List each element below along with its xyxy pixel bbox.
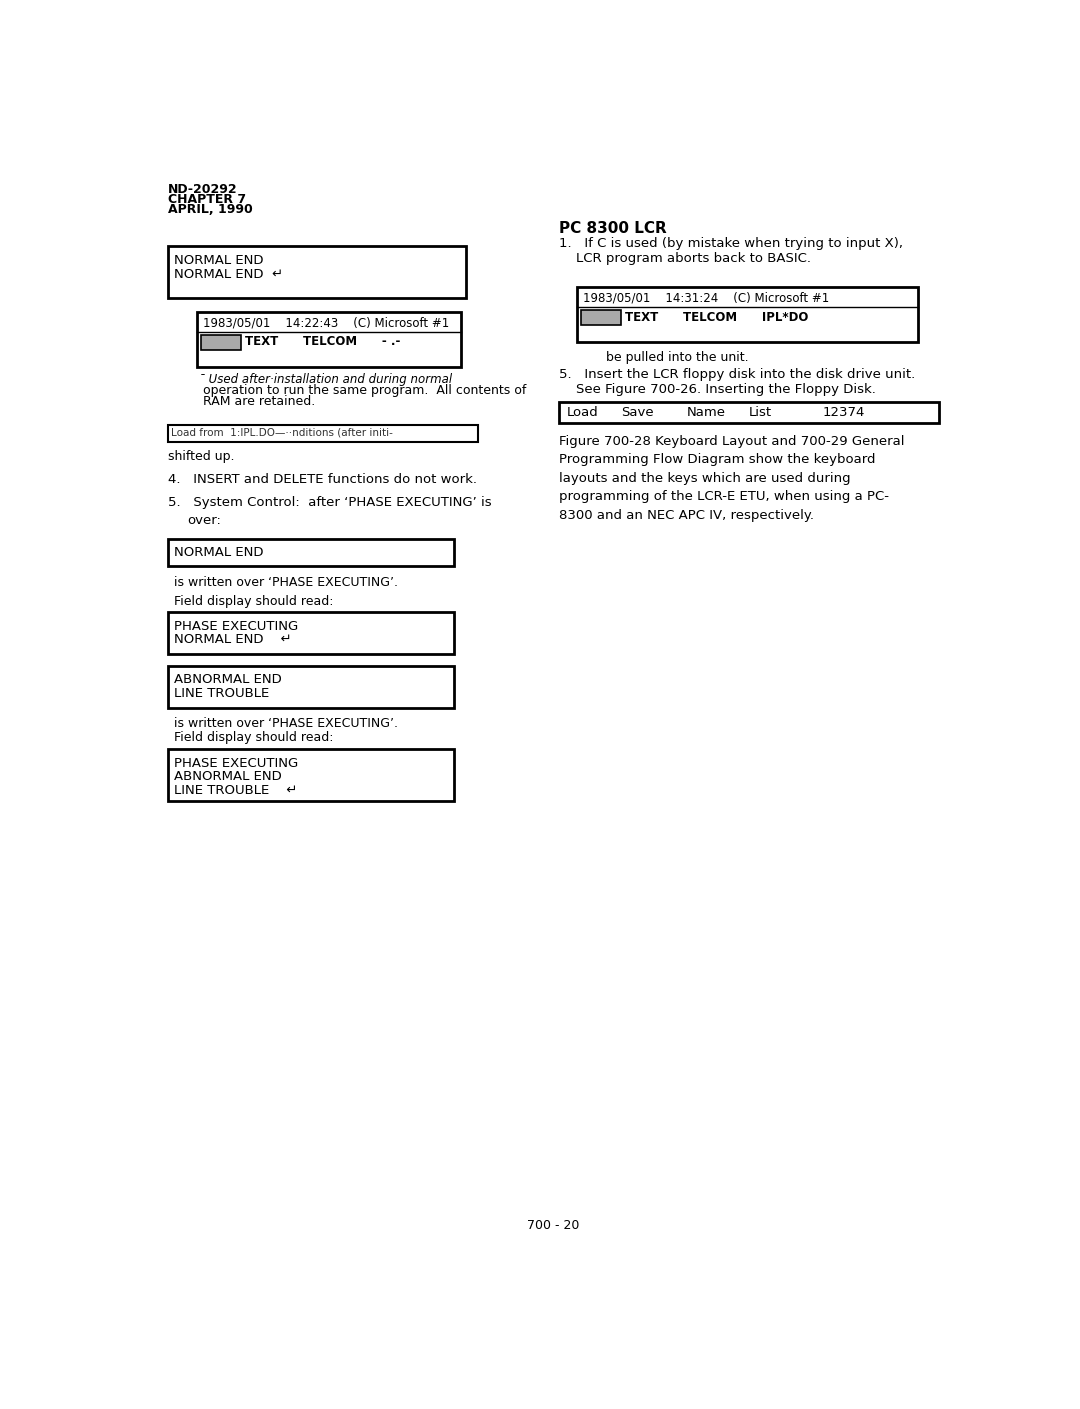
- Text: PC 8300 LCR: PC 8300 LCR: [559, 221, 666, 237]
- Text: NORMAL END: NORMAL END: [174, 545, 264, 558]
- Text: PHASE EXECUTING: PHASE EXECUTING: [174, 757, 298, 769]
- Text: ND-20292: ND-20292: [167, 183, 238, 196]
- Text: NORMAL END: NORMAL END: [174, 254, 264, 266]
- Text: is written over ‘PHASE EXECUTING’.: is written over ‘PHASE EXECUTING’.: [174, 717, 397, 730]
- Bar: [559, 402, 939, 423]
- Text: TEXT      TELCOM      IPL*DO: TEXT TELCOM IPL*DO: [625, 311, 808, 324]
- Bar: [577, 287, 918, 342]
- Text: be pulled into the unit.: be pulled into the unit.: [606, 351, 748, 364]
- Text: LCR program aborts back to BASIC.: LCR program aborts back to BASIC.: [576, 252, 811, 265]
- Text: 5.   System Control:  after ‘PHASE EXECUTING’ is: 5. System Control: after ‘PHASE EXECUTIN…: [167, 496, 491, 509]
- Text: 1983/05/01    14:22:43    (C) Microsoft #1: 1983/05/01 14:22:43 (C) Microsoft #1: [203, 316, 449, 330]
- Text: Load from  1:IPL.DO—··nditions (after initi-: Load from 1:IPL.DO—··nditions (after ini…: [171, 428, 392, 438]
- Text: TEXT      TELCOM      - .-: TEXT TELCOM - .-: [245, 335, 401, 348]
- Text: NORMAL END  ↵: NORMAL END ↵: [174, 268, 283, 280]
- Text: Field display should read:: Field display should read:: [174, 595, 334, 607]
- Text: 12374: 12374: [823, 406, 865, 420]
- Text: operation to run the same program.  All contents of: operation to run the same program. All c…: [203, 383, 527, 397]
- Bar: [581, 310, 621, 325]
- Text: 1.   If C is used (by mistake when trying to input X),: 1. If C is used (by mistake when trying …: [559, 237, 903, 249]
- Text: Figure 700-28 Keyboard Layout and 700-29 General
Programming Flow Diagram show t: Figure 700-28 Keyboard Layout and 700-29…: [559, 435, 904, 521]
- Text: LINE TROUBLE    ↵: LINE TROUBLE ↵: [174, 785, 297, 797]
- Text: APRIL, 1990: APRIL, 1990: [167, 203, 253, 216]
- Text: ¯ Used after·installation and during normal: ¯ Used after·installation and during nor…: [199, 373, 451, 386]
- Bar: [167, 612, 455, 654]
- Text: shifted up.: shifted up.: [167, 449, 234, 464]
- Bar: [201, 334, 241, 349]
- Text: BASIC: BASIC: [582, 311, 619, 321]
- Text: ABNORMAL END: ABNORMAL END: [174, 674, 282, 686]
- Text: 5.   Insert the LCR floppy disk into the disk drive unit.: 5. Insert the LCR floppy disk into the d…: [559, 368, 915, 380]
- Text: NORMAL END    ↵: NORMAL END ↵: [174, 634, 292, 647]
- Text: 4.   INSERT and DELETE functions do not work.: 4. INSERT and DELETE functions do not wo…: [167, 473, 476, 486]
- Text: is written over ‘PHASE EXECUTING’.: is written over ‘PHASE EXECUTING’.: [174, 576, 397, 589]
- Text: ABNORMAL END: ABNORMAL END: [174, 771, 282, 783]
- Text: See Figure 700-26. Inserting the Floppy Disk.: See Figure 700-26. Inserting the Floppy …: [576, 383, 876, 396]
- Text: PHASE EXECUTING: PHASE EXECUTING: [174, 620, 298, 633]
- Text: Field display should read:: Field display should read:: [174, 731, 334, 744]
- Text: LINE TROUBLE: LINE TROUBLE: [174, 688, 269, 700]
- Text: Name: Name: [687, 406, 726, 420]
- Text: 700 - 20: 700 - 20: [527, 1219, 580, 1233]
- Text: CHAPTER 7: CHAPTER 7: [167, 193, 245, 206]
- Text: Save: Save: [621, 406, 653, 420]
- Bar: [167, 424, 477, 441]
- Text: List: List: [748, 406, 772, 420]
- Bar: [197, 311, 460, 366]
- Text: over:: over:: [187, 514, 220, 527]
- Bar: [167, 665, 455, 709]
- Bar: [167, 247, 465, 299]
- Bar: [167, 538, 455, 566]
- Bar: [167, 750, 455, 802]
- Text: RAM are retained.: RAM are retained.: [203, 395, 315, 407]
- Text: BASIC: BASIC: [202, 335, 240, 345]
- Text: Load: Load: [567, 406, 598, 420]
- Text: 1983/05/01    14:31:24    (C) Microsoft #1: 1983/05/01 14:31:24 (C) Microsoft #1: [583, 292, 829, 304]
